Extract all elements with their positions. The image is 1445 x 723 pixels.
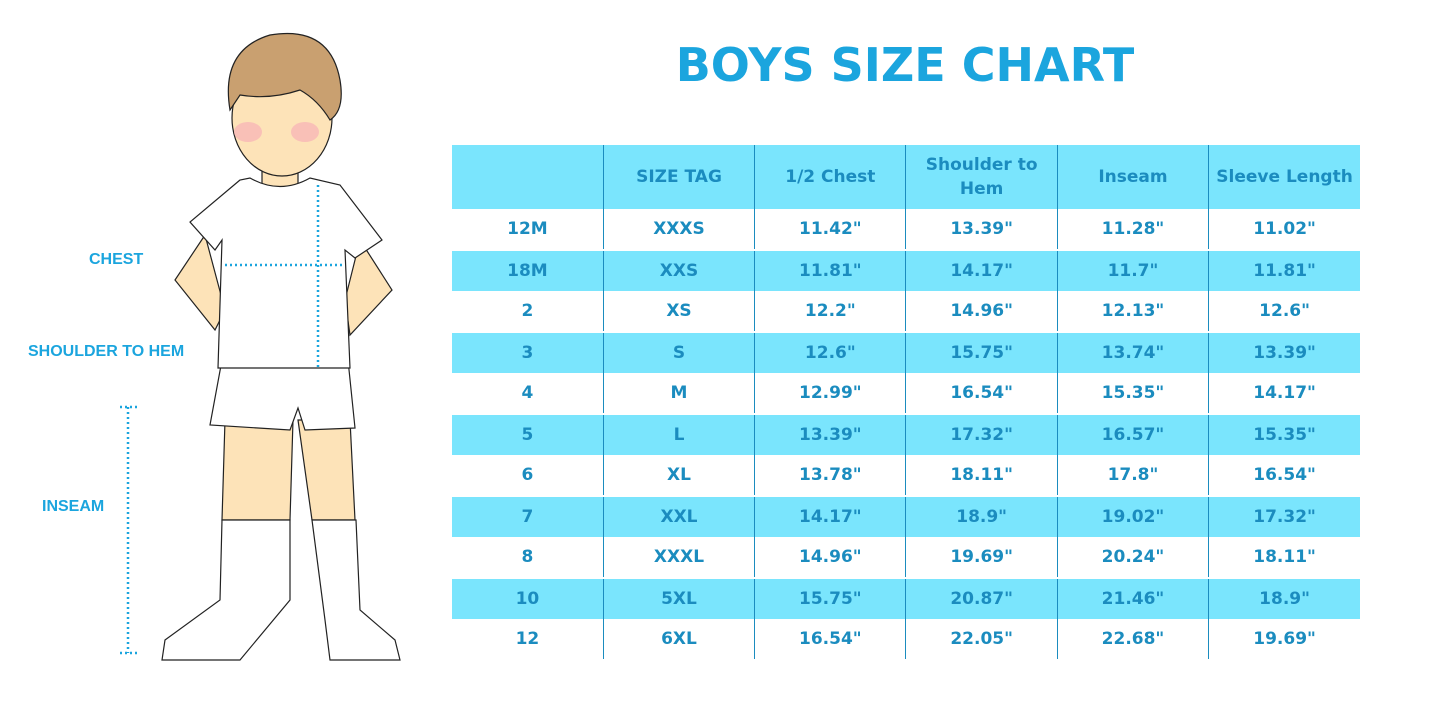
- table-cell: S: [602, 331, 755, 373]
- header-size-tag: SIZE TAG: [602, 145, 755, 209]
- table-cell: 18M: [452, 249, 604, 291]
- header-half-chest: 1/2 Chest: [754, 145, 906, 209]
- table-cell: XS: [602, 291, 755, 332]
- table-cell: 12.6": [1208, 291, 1360, 332]
- table-cell: 19.02": [1056, 495, 1209, 537]
- inseam-label: INSEAM: [42, 498, 105, 515]
- table-cell: 12M: [452, 209, 604, 250]
- table-cell: 4: [452, 373, 604, 414]
- chest-label: CHEST: [89, 251, 144, 268]
- size-table: SIZE TAG 1/2 Chest Shoulder to Hem Insea…: [452, 145, 1360, 659]
- table-cell: 17.32": [1208, 495, 1360, 537]
- table-cell: M: [602, 373, 755, 414]
- table-cell: 11.7": [1056, 249, 1209, 291]
- page-title: BOYS SIZE CHART: [675, 38, 1135, 92]
- table-cell: 11.42": [754, 209, 906, 250]
- table-cell: 8: [452, 537, 604, 578]
- table-cell: 14.17": [1208, 373, 1360, 414]
- table-row: 4 M 12.99" 16.54" 15.35" 14.17": [452, 373, 1360, 414]
- header-shoulder-to-hem: Shoulder to Hem: [905, 145, 1058, 209]
- header-sleeve-length: Sleeve Length: [1208, 145, 1360, 209]
- table-cell: 15.75": [905, 331, 1058, 373]
- table-cell: 6XL: [602, 619, 755, 659]
- table-cell: 5XL: [602, 577, 755, 619]
- shoulder-to-hem-label: SHOULDER TO HEM: [28, 343, 185, 360]
- table-cell: 14.17": [905, 249, 1058, 291]
- table-header-row: SIZE TAG 1/2 Chest Shoulder to Hem Insea…: [452, 145, 1360, 209]
- table-cell: XL: [602, 455, 755, 496]
- table-cell: 22.68": [1056, 619, 1209, 659]
- table-cell: XXL: [602, 495, 755, 537]
- table-cell: 15.75": [754, 577, 906, 619]
- table-cell: 18.11": [1208, 537, 1360, 578]
- table-cell: 12.99": [754, 373, 906, 414]
- table-cell: 16.57": [1056, 413, 1209, 455]
- table-cell: 14.96": [905, 291, 1058, 332]
- table-cell: 16.54": [905, 373, 1058, 414]
- table-cell: 19.69": [905, 537, 1058, 578]
- table-cell: 16.54": [754, 619, 906, 659]
- table-cell: 18.11": [905, 455, 1058, 496]
- table-cell: 12: [452, 619, 604, 659]
- table-cell: 12.13": [1056, 291, 1209, 332]
- table-cell: 13.39": [1208, 331, 1360, 373]
- table-cell: 11.02": [1208, 209, 1360, 250]
- table-cell: 18.9": [905, 495, 1058, 537]
- table-cell: 11.81": [754, 249, 906, 291]
- table-cell: 21.46": [1056, 577, 1209, 619]
- table-cell: 17.8": [1056, 455, 1209, 496]
- table-row: 3 S 12.6" 15.75" 13.74" 13.39": [452, 331, 1360, 373]
- table-cell: XXXS: [602, 209, 755, 250]
- table-cell: 15.35": [1208, 413, 1360, 455]
- table-cell: 10: [452, 577, 604, 619]
- table-cell: 3: [452, 331, 604, 373]
- table-row: 6 XL 13.78" 18.11" 17.8" 16.54": [452, 455, 1360, 496]
- header-inseam: Inseam: [1056, 145, 1209, 209]
- table-cell: 6: [452, 455, 604, 496]
- table-cell: L: [602, 413, 755, 455]
- table-cell: 18.9": [1208, 577, 1360, 619]
- table-cell: 11.28": [1056, 209, 1209, 250]
- table-cell: 19.69": [1208, 619, 1360, 659]
- table-cell: 14.96": [754, 537, 906, 578]
- header-size: [452, 145, 604, 209]
- table-cell: 17.32": [905, 413, 1058, 455]
- table-row: 5 L 13.39" 17.32" 16.57" 15.35": [452, 413, 1360, 455]
- table-cell: 16.54": [1208, 455, 1360, 496]
- table-cell: 5: [452, 413, 604, 455]
- table-cell: 13.74": [1056, 331, 1209, 373]
- table-cell: 15.35": [1056, 373, 1209, 414]
- table-cell: XXS: [602, 249, 755, 291]
- table-row: 7 XXL 14.17" 18.9" 19.02" 17.32": [452, 495, 1360, 537]
- table-cell: 13.39": [754, 413, 906, 455]
- table-cell: 12.6": [754, 331, 906, 373]
- table-cell: 12.2": [754, 291, 906, 332]
- table-row: 2 XS 12.2" 14.96" 12.13" 12.6": [452, 291, 1360, 332]
- table-cell: 7: [452, 495, 604, 537]
- table-cell: 11.81": [1208, 249, 1360, 291]
- table-cell: 13.39": [905, 209, 1058, 250]
- table-cell: 13.78": [754, 455, 906, 496]
- table-row: 10 5XL 15.75" 20.87" 21.46" 18.9": [452, 577, 1360, 619]
- boy-measurement-illustration: [120, 32, 401, 661]
- table-row: 8 XXXL 14.96" 19.69" 20.24" 18.11": [452, 537, 1360, 578]
- table-cell: 22.05": [905, 619, 1058, 659]
- table-row: 12 6XL 16.54" 22.05" 22.68" 19.69": [452, 619, 1360, 659]
- table-cell: 2: [452, 291, 604, 332]
- table-cell: 20.24": [1056, 537, 1209, 578]
- table-row: 18M XXS 11.81" 14.17" 11.7" 11.81": [452, 249, 1360, 291]
- table-cell: 14.17": [754, 495, 906, 537]
- table-row: 12M XXXS 11.42" 13.39" 11.28" 11.02": [452, 209, 1360, 250]
- table-cell: XXXL: [602, 537, 755, 578]
- table-cell: 20.87": [905, 577, 1058, 619]
